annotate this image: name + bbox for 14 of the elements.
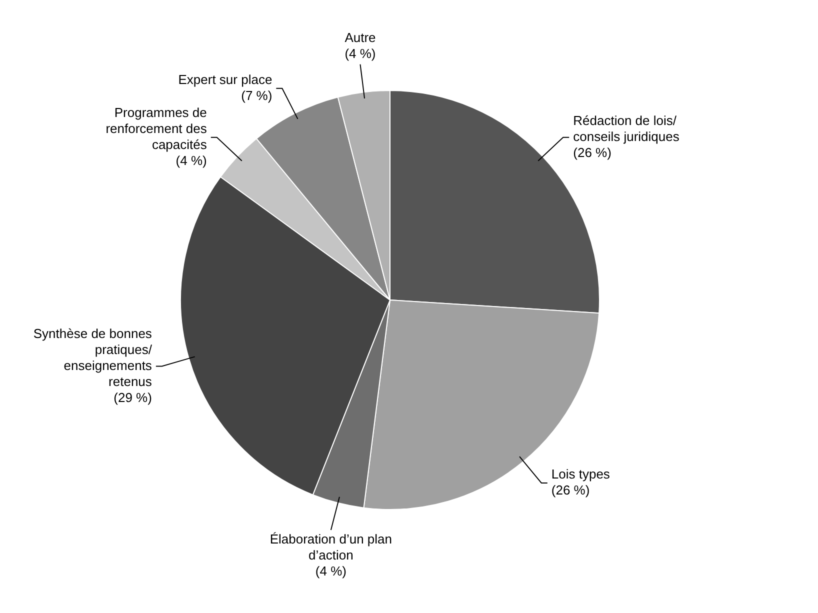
slice-label: Autre bbox=[344, 30, 376, 45]
data-label: (26 %) bbox=[573, 145, 612, 160]
slice-label: Lois types bbox=[551, 466, 610, 482]
data-label: (4 %) bbox=[315, 564, 346, 579]
data-label: (29 %) bbox=[114, 390, 152, 405]
slice-label: Élaboration d’un plan d’action bbox=[270, 532, 392, 563]
data-label: (26 %) bbox=[551, 482, 590, 498]
data-label: (7 %) bbox=[241, 88, 272, 103]
slice-label: Synthèse de bonnes pratiques/ enseignements retenus bbox=[33, 326, 152, 389]
slice-label: Rédaction de lois/ conseils juridiques bbox=[573, 113, 680, 144]
data-label: (4 %) bbox=[176, 153, 207, 168]
data-label: (4 %) bbox=[344, 46, 376, 61]
slice-label: Programmes de renforcement des capacités bbox=[106, 105, 208, 152]
slice-label: Expert sur place bbox=[178, 72, 272, 87]
